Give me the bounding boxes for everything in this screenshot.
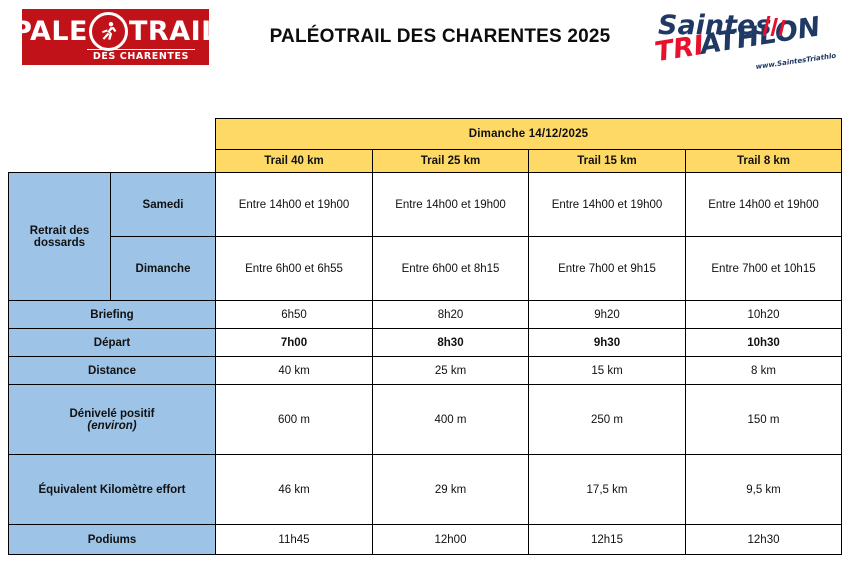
table-row-briefing: Briefing 6h50 8h20 9h20 10h20 — [8, 300, 843, 329]
cell-briefing-trail-15: 9h20 — [528, 300, 686, 329]
cell-distance-trail-40: 40 km — [215, 356, 373, 385]
column-header-trail-40: Trail 40 km — [215, 149, 373, 173]
cell-retrait-dimanche-trail-25: Entre 6h00 et 8h15 — [372, 236, 529, 301]
trail-runner-icon — [89, 12, 128, 51]
cell-depart-trail-15: 9h30 — [528, 328, 686, 357]
cell-retrait-samedi-trail-25: Entre 14h00 et 19h00 — [372, 172, 529, 237]
cell-briefing-trail-8: 10h20 — [684, 300, 843, 329]
table-corner-spacer — [9, 150, 111, 173]
cell-retrait-samedi-trail-8: Entre 14h00 et 19h00 — [684, 172, 843, 237]
paleotrail-logo-word-left: PALE — [22, 16, 88, 47]
saintes-triathlon-logo-speedlines — [762, 16, 786, 36]
row-label-podiums: Podiums — [8, 524, 216, 555]
table-row-depart: Départ 7h00 8h30 9h30 10h30 — [8, 328, 843, 357]
column-header-trail-15: Trail 15 km — [528, 149, 686, 173]
row-label-denivele-text: Dénivelé positif — [69, 407, 155, 420]
cell-podiums-trail-40: 11h45 — [215, 524, 373, 555]
table-row-denivele: Dénivelé positif (environ) 600 m 400 m 2… — [8, 384, 843, 455]
cell-retrait-samedi-trail-15: Entre 14h00 et 19h00 — [528, 172, 686, 237]
table-row-day-header: Dimanche 14/12/2025 — [9, 118, 843, 150]
row-label-briefing: Briefing — [8, 300, 216, 329]
saintes-triathlon-logo: Saintes TRI ATHLON www.SaintesTriathlon.… — [652, 6, 836, 72]
row-label-denivele-note: (environ) — [87, 419, 137, 432]
cell-retrait-samedi-trail-40: Entre 14h00 et 19h00 — [215, 172, 373, 237]
cell-podiums-trail-8: 12h30 — [684, 524, 843, 555]
cell-depart-trail-8: 10h30 — [684, 328, 843, 357]
page-header: PALE TRAIL DES CHARENTES PALÉOTRAIL DES … — [0, 0, 849, 100]
cell-depart-trail-40: 7h00 — [215, 328, 373, 357]
page-title: PALÉOTRAIL DES CHARENTES 2025 — [269, 26, 611, 47]
row-label-equivalent-km-effort: Équivalent Kilomètre effort — [8, 454, 216, 525]
cell-denivele-trail-8: 150 m — [684, 384, 843, 455]
table-row-retrait-samedi: Retrait des dossards Samedi Entre 14h00 … — [8, 172, 843, 301]
cell-retrait-dimanche-trail-40: Entre 6h00 et 6h55 — [215, 236, 373, 301]
cell-retrait-dimanche-trail-15: Entre 7h00 et 9h15 — [528, 236, 686, 301]
table-row-retrait-dimanche: Dimanche Entre 6h00 et 6h55 Entre 6h00 e… — [9, 236, 843, 301]
table-corner-spacer — [9, 119, 111, 150]
cell-podiums-trail-25: 12h00 — [372, 524, 529, 555]
saintes-triathlon-logo-website: www.SaintesTriathlon.fr — [755, 50, 836, 71]
cell-denivele-trail-25: 400 m — [372, 384, 529, 455]
table-corner-spacer — [111, 119, 216, 150]
row-label-denivele-positif: Dénivelé positif (environ) — [8, 384, 216, 455]
row-label-retrait-dossards: Retrait des dossards — [8, 172, 111, 301]
table-corner-spacer — [111, 150, 216, 173]
cell-denivele-trail-40: 600 m — [215, 384, 373, 455]
table-row-km-effort: Équivalent Kilomètre effort 46 km 29 km … — [8, 454, 843, 525]
table-row-distance: Distance 40 km 25 km 15 km 8 km — [8, 356, 843, 385]
column-header-trail-8: Trail 8 km — [684, 149, 843, 173]
svg-text:TRI: TRI — [653, 30, 707, 68]
paleotrail-logo: PALE TRAIL DES CHARENTES — [22, 9, 209, 65]
cell-denivele-trail-15: 250 m — [528, 384, 686, 455]
cell-depart-trail-25: 8h30 — [372, 328, 529, 357]
cell-km-effort-trail-8: 9,5 km — [684, 454, 843, 525]
cell-podiums-trail-15: 12h15 — [528, 524, 686, 555]
cell-km-effort-trail-40: 46 km — [215, 454, 373, 525]
cell-km-effort-trail-25: 29 km — [372, 454, 529, 525]
row-sublabel-dimanche: Dimanche — [110, 236, 216, 301]
saintes-triathlon-logo-top-word: Saintes — [658, 10, 771, 41]
cell-briefing-trail-25: 8h20 — [372, 300, 529, 329]
cell-distance-trail-25: 25 km — [372, 356, 529, 385]
table-row-podiums: Podiums 11h45 12h00 12h15 12h30 — [8, 524, 843, 555]
cell-distance-trail-15: 15 km — [528, 356, 686, 385]
cell-briefing-trail-40: 6h50 — [215, 300, 373, 329]
paleotrail-logo-word-right: TRAIL — [129, 16, 209, 47]
row-label-distance: Distance — [8, 356, 216, 385]
day-header-cell: Dimanche 14/12/2025 — [214, 118, 843, 150]
column-header-trail-25: Trail 25 km — [372, 149, 529, 173]
svg-text:Saintes: Saintes — [658, 10, 771, 41]
race-schedule-table: Dimanche 14/12/2025 Trail 40 km Trail 25… — [8, 118, 843, 555]
row-label-depart: Départ — [8, 328, 216, 357]
paleotrail-logo-subtitle: DES CHARENTES — [86, 48, 195, 62]
cell-distance-trail-8: 8 km — [684, 356, 843, 385]
cell-km-effort-trail-15: 17,5 km — [528, 454, 686, 525]
row-sublabel-samedi: Samedi — [110, 172, 216, 237]
paleotrail-logo-wordmark: PALE TRAIL — [22, 12, 209, 51]
table-row-column-headers: Trail 40 km Trail 25 km Trail 15 km Trai… — [9, 149, 843, 173]
cell-retrait-dimanche-trail-8: Entre 7h00 et 10h15 — [684, 236, 843, 301]
